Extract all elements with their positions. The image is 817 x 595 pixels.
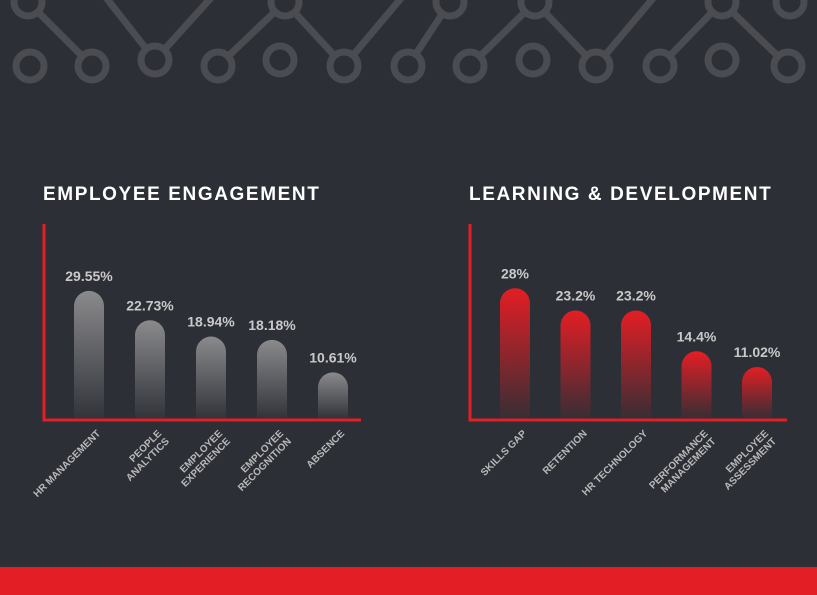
bar-value-label: 23.2% [616, 288, 656, 304]
bar-value-label: 10.61% [309, 349, 357, 365]
bar [742, 366, 772, 418]
bar [318, 372, 348, 418]
footer-bar [0, 567, 817, 595]
pattern-group [10, 0, 808, 84]
category-tick-label: RETENTION [541, 428, 590, 477]
pattern-circle [10, 0, 46, 20]
bar-value-label: 11.02% [734, 344, 781, 360]
pattern-circle [137, 42, 173, 78]
bar [196, 336, 226, 418]
pattern-circle [704, 42, 740, 78]
bar [257, 339, 287, 418]
pattern-circle [262, 42, 298, 78]
pattern-circle [515, 42, 551, 78]
category-tick-label: SKILLS GAP [479, 428, 529, 478]
pattern-circle [772, 0, 808, 20]
bar [560, 310, 591, 418]
bar-value-label: 22.73% [126, 297, 174, 313]
pattern-circle [200, 48, 236, 84]
bar-value-label: 18.94% [187, 314, 235, 330]
chart-title-employee-engagement: EMPLOYEE ENGAGEMENT [43, 184, 321, 205]
pattern-circle [578, 48, 614, 84]
pattern-circle [770, 48, 806, 84]
pattern-circle [326, 48, 362, 84]
pattern-circle [390, 48, 426, 84]
bar [500, 288, 530, 418]
bar [135, 320, 165, 418]
bar [621, 310, 651, 418]
chart-title-learning-development: LEARNING & DEVELOPMENT [469, 184, 773, 205]
pattern-circle [704, 0, 740, 20]
pattern-circle [432, 0, 468, 20]
pattern-circle [74, 48, 110, 84]
bar-value-label: 18.18% [248, 317, 296, 333]
bar-value-label: 23.2% [556, 288, 596, 304]
bar [74, 290, 104, 418]
pattern-circle [517, 0, 553, 20]
pattern-circle [267, 0, 303, 20]
bar-value-label: 14.4% [677, 328, 717, 344]
bar [681, 351, 712, 418]
bar-value-label: 28% [501, 265, 530, 281]
category-tick-label: PERFORMANCEMANAGEMENT [647, 428, 718, 499]
bar-value-label: 29.55% [65, 268, 113, 284]
pattern-circle [12, 48, 48, 84]
pattern-circle [642, 48, 678, 84]
category-tick-label: EMPLOYEEASSESSMENT [715, 428, 780, 493]
pattern-circle [452, 48, 488, 84]
circuit-pattern [10, 0, 808, 84]
category-tick-label: HR TECHNOLOGY [580, 428, 650, 498]
